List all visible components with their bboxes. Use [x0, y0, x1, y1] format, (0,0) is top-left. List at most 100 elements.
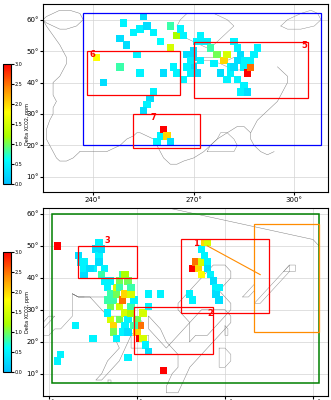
Point	[90, 335, 96, 342]
Point	[248, 57, 253, 64]
Point	[108, 303, 113, 310]
Point	[117, 284, 122, 290]
Point	[102, 265, 107, 272]
Point	[128, 284, 134, 290]
Point	[224, 51, 230, 58]
Point	[122, 272, 128, 278]
Point	[255, 45, 260, 51]
Point	[114, 290, 119, 297]
Point	[188, 70, 193, 76]
Point	[158, 38, 163, 45]
Point	[146, 303, 151, 310]
Point	[216, 297, 222, 303]
Point	[96, 252, 101, 259]
Point	[198, 32, 203, 39]
Point	[81, 259, 87, 265]
Point	[216, 284, 222, 290]
Point	[228, 64, 233, 70]
Point	[105, 284, 110, 290]
Point	[201, 38, 207, 45]
Point	[205, 240, 210, 246]
Point	[75, 252, 81, 259]
Point	[181, 32, 186, 39]
Point	[205, 259, 210, 265]
Point	[81, 272, 87, 278]
Point	[184, 64, 190, 70]
Point	[171, 64, 176, 70]
Point	[218, 70, 223, 76]
Point	[161, 367, 166, 374]
Point	[151, 89, 156, 95]
Point	[241, 82, 247, 89]
Text: 7: 7	[150, 113, 156, 122]
Y-axis label: Delta XCO2, ppm: Delta XCO2, ppm	[25, 291, 30, 333]
Bar	[254, 224, 319, 332]
Point	[235, 57, 240, 64]
Point	[90, 265, 96, 272]
Point	[141, 13, 146, 20]
Point	[87, 265, 93, 272]
Point	[134, 329, 140, 335]
Point	[190, 297, 195, 303]
Point	[140, 310, 145, 316]
Point	[128, 310, 134, 316]
Point	[167, 23, 173, 29]
Point	[94, 54, 99, 60]
Point	[137, 335, 143, 342]
Point	[205, 38, 210, 45]
Point	[114, 335, 119, 342]
Point	[101, 79, 106, 86]
Point	[231, 38, 237, 45]
Point	[134, 316, 140, 322]
Point	[202, 240, 207, 246]
Point	[111, 329, 116, 335]
Point	[137, 26, 143, 32]
Point	[111, 322, 116, 329]
Point	[55, 243, 60, 249]
Point	[214, 51, 220, 58]
Point	[117, 303, 122, 310]
Point	[125, 316, 131, 322]
Bar	[52, 214, 319, 383]
Point	[122, 310, 128, 316]
Point	[81, 265, 87, 272]
Bar	[83, 14, 321, 145]
Point	[187, 290, 192, 297]
Point	[184, 51, 190, 58]
Point	[198, 57, 203, 64]
Point	[241, 64, 247, 70]
Text: 1: 1	[193, 239, 199, 248]
Point	[125, 329, 131, 335]
Point	[194, 70, 200, 76]
Point	[122, 322, 128, 329]
Point	[151, 29, 156, 36]
Point	[144, 23, 150, 29]
Point	[245, 89, 250, 95]
Point	[96, 240, 101, 246]
Text: 6: 6	[90, 50, 96, 59]
Point	[58, 351, 63, 358]
Point	[208, 45, 213, 51]
Point	[131, 29, 136, 36]
Point	[122, 290, 128, 297]
Point	[167, 45, 173, 51]
Point	[78, 259, 84, 265]
Point	[248, 64, 253, 70]
Point	[235, 45, 240, 51]
Point	[211, 60, 216, 67]
Point	[131, 297, 137, 303]
Text: 3: 3	[105, 236, 111, 245]
Point	[191, 48, 196, 54]
Point	[117, 278, 122, 284]
Point	[231, 64, 237, 70]
Point	[161, 70, 166, 76]
Point	[208, 272, 213, 278]
Point	[167, 139, 173, 146]
Point	[193, 259, 198, 265]
Point	[190, 265, 195, 272]
Point	[124, 42, 129, 48]
Point	[199, 272, 204, 278]
Point	[137, 70, 143, 76]
Point	[191, 64, 196, 70]
Point	[128, 303, 134, 310]
